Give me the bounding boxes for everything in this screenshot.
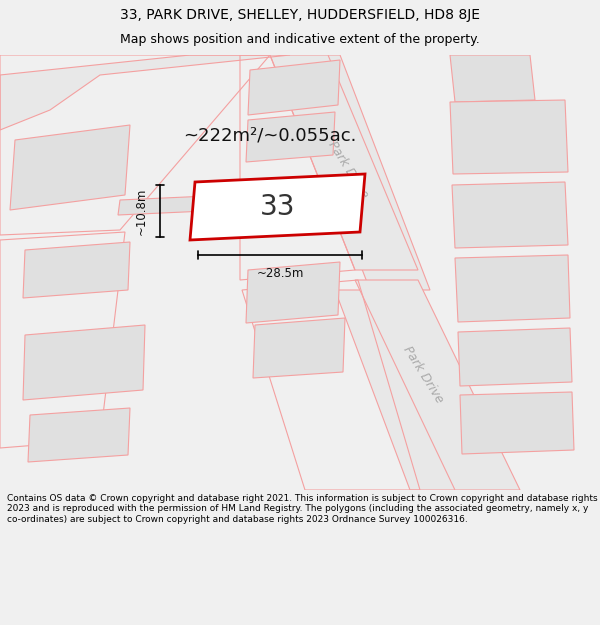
Text: Map shows position and indicative extent of the property.: Map shows position and indicative extent… (120, 33, 480, 46)
Polygon shape (28, 408, 130, 462)
Polygon shape (23, 325, 145, 400)
Polygon shape (455, 255, 570, 322)
Polygon shape (118, 195, 230, 215)
Polygon shape (246, 262, 340, 323)
Text: ~222m²/~0.055ac.: ~222m²/~0.055ac. (184, 126, 356, 144)
Text: ~10.8m: ~10.8m (135, 188, 148, 234)
Polygon shape (452, 182, 568, 248)
Polygon shape (0, 55, 290, 130)
Polygon shape (458, 328, 572, 386)
Text: Contains OS data © Crown copyright and database right 2021. This information is : Contains OS data © Crown copyright and d… (7, 494, 598, 524)
Polygon shape (450, 100, 568, 174)
Polygon shape (10, 125, 130, 210)
Polygon shape (450, 55, 535, 102)
Polygon shape (253, 318, 345, 378)
Polygon shape (23, 242, 130, 298)
Text: Park Drive: Park Drive (400, 344, 446, 406)
Polygon shape (190, 174, 365, 240)
Text: Park Drive: Park Drive (325, 139, 371, 201)
Polygon shape (270, 55, 418, 270)
Polygon shape (280, 55, 430, 290)
Polygon shape (355, 280, 520, 490)
Polygon shape (460, 392, 574, 454)
Text: 33: 33 (260, 193, 295, 221)
Text: ~28.5m: ~28.5m (256, 267, 304, 280)
Polygon shape (335, 290, 470, 490)
Polygon shape (248, 60, 340, 115)
Polygon shape (246, 112, 335, 162)
Text: 33, PARK DRIVE, SHELLEY, HUDDERSFIELD, HD8 8JE: 33, PARK DRIVE, SHELLEY, HUDDERSFIELD, H… (120, 8, 480, 22)
